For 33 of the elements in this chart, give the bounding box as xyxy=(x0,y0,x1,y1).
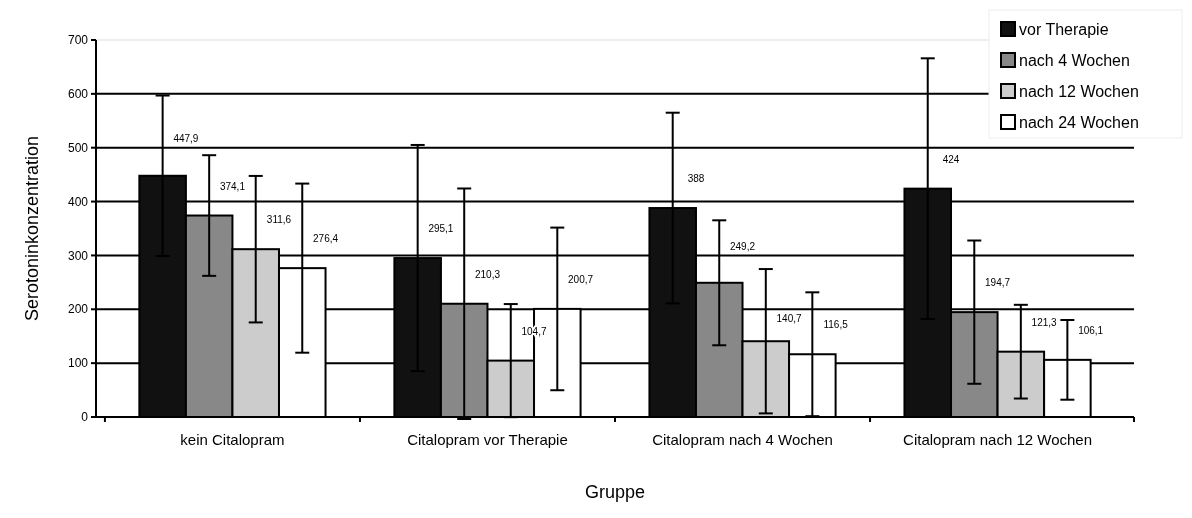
data-label: 311,6 xyxy=(266,214,292,226)
data-label: 194,7 xyxy=(985,277,1011,289)
y-tick-label: 700 xyxy=(67,33,89,48)
y-tick-label: 500 xyxy=(67,140,89,155)
legend-label: nach 24 Wochen xyxy=(1019,113,1139,131)
data-label: 424 xyxy=(942,153,960,165)
legend-label: nach 4 Wochen xyxy=(1019,51,1130,69)
legend-label: vor Therapie xyxy=(1019,20,1109,38)
data-label: 447,9 xyxy=(173,132,199,144)
y-tick-label: 400 xyxy=(67,194,89,209)
y-tick-label: 100 xyxy=(67,356,89,371)
y-axis-title: Serotoninkonzentration xyxy=(22,135,42,322)
legend-label: nach 12 Wochen xyxy=(1019,82,1139,100)
data-label: 374,1 xyxy=(219,180,246,192)
data-label: 200,7 xyxy=(568,273,594,285)
data-label: 210,3 xyxy=(474,268,501,280)
y-tick-label: 200 xyxy=(67,302,89,317)
x-tick-label: kein Citalopram xyxy=(180,431,285,448)
data-label: 116,5 xyxy=(823,319,849,331)
y-tick-label: 300 xyxy=(67,248,89,263)
data-label: 249,2 xyxy=(730,240,756,252)
data-label: 388 xyxy=(687,173,705,185)
data-label: 276,4 xyxy=(313,233,339,245)
data-label: 106,1 xyxy=(1078,324,1104,336)
x-tick-label: Citalopram nach 12 Wochen xyxy=(903,431,1093,448)
x-axis-title: Gruppe xyxy=(584,482,646,502)
data-label: 140,7 xyxy=(776,313,803,325)
data-label: 121,3 xyxy=(1031,316,1058,328)
data-label: 295,1 xyxy=(428,223,454,235)
y-tick-label: 600 xyxy=(67,87,89,102)
y-tick-label: 0 xyxy=(81,410,89,425)
x-tick-label: Citalopram vor Therapie xyxy=(407,431,568,448)
x-tick-label: Citalopram nach 4 Wochen xyxy=(652,431,833,448)
